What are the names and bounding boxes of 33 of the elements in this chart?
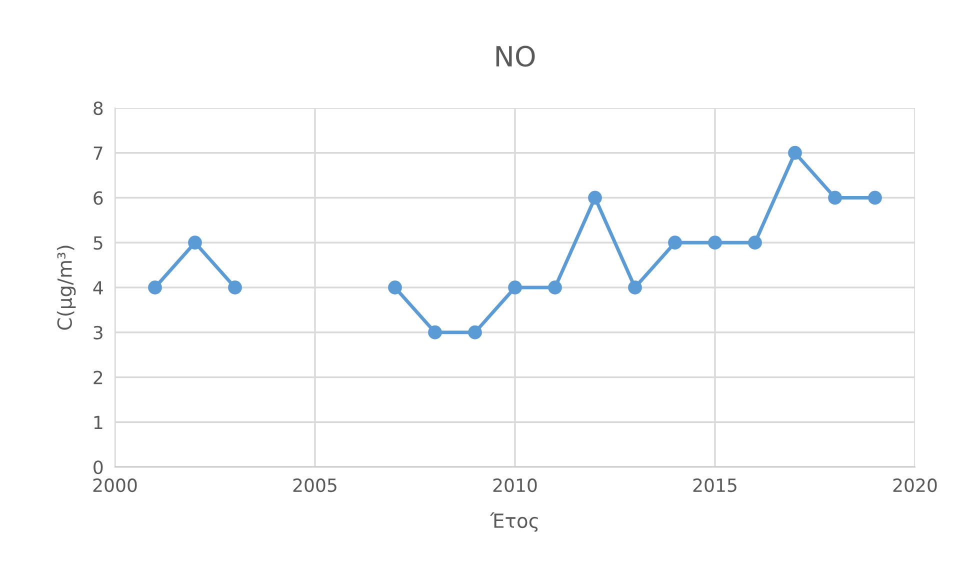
- point: [548, 280, 562, 294]
- y-tick-label: 1: [94, 416, 102, 429]
- point: [188, 236, 202, 250]
- point: [228, 280, 242, 294]
- y-axis-title: C(μg/m³): [56, 246, 76, 330]
- point: [388, 280, 402, 294]
- y-tick-label: 0: [94, 460, 103, 474]
- y-tick-label: 6: [94, 191, 103, 205]
- x-axis-title: Έτος: [490, 512, 538, 532]
- chart-title: NO: [496, 46, 535, 67]
- y-tick-label: 7: [94, 146, 102, 160]
- x-tick-label: 2020: [893, 478, 937, 492]
- point: [708, 236, 722, 250]
- y-tick-label: 4: [93, 281, 103, 294]
- y-tick-label: 5: [94, 236, 102, 250]
- point: [428, 325, 442, 340]
- y-tick-label: 3: [94, 326, 102, 340]
- point: [668, 236, 682, 250]
- point: [788, 146, 802, 160]
- point: [748, 236, 762, 250]
- x-tick-label: 2010: [493, 478, 537, 492]
- point: [868, 190, 882, 205]
- x-tick-label: 2000: [93, 478, 137, 492]
- point: [628, 280, 642, 294]
- x-tick-label: 2015: [693, 478, 736, 492]
- point: [148, 280, 162, 294]
- point: [468, 325, 482, 340]
- y-tick-label: 2: [94, 370, 102, 384]
- point: [508, 280, 522, 294]
- point: [588, 190, 602, 205]
- y-tick-label: 8: [94, 101, 103, 116]
- x-tick-label: 2005: [293, 478, 336, 492]
- point: [828, 190, 842, 205]
